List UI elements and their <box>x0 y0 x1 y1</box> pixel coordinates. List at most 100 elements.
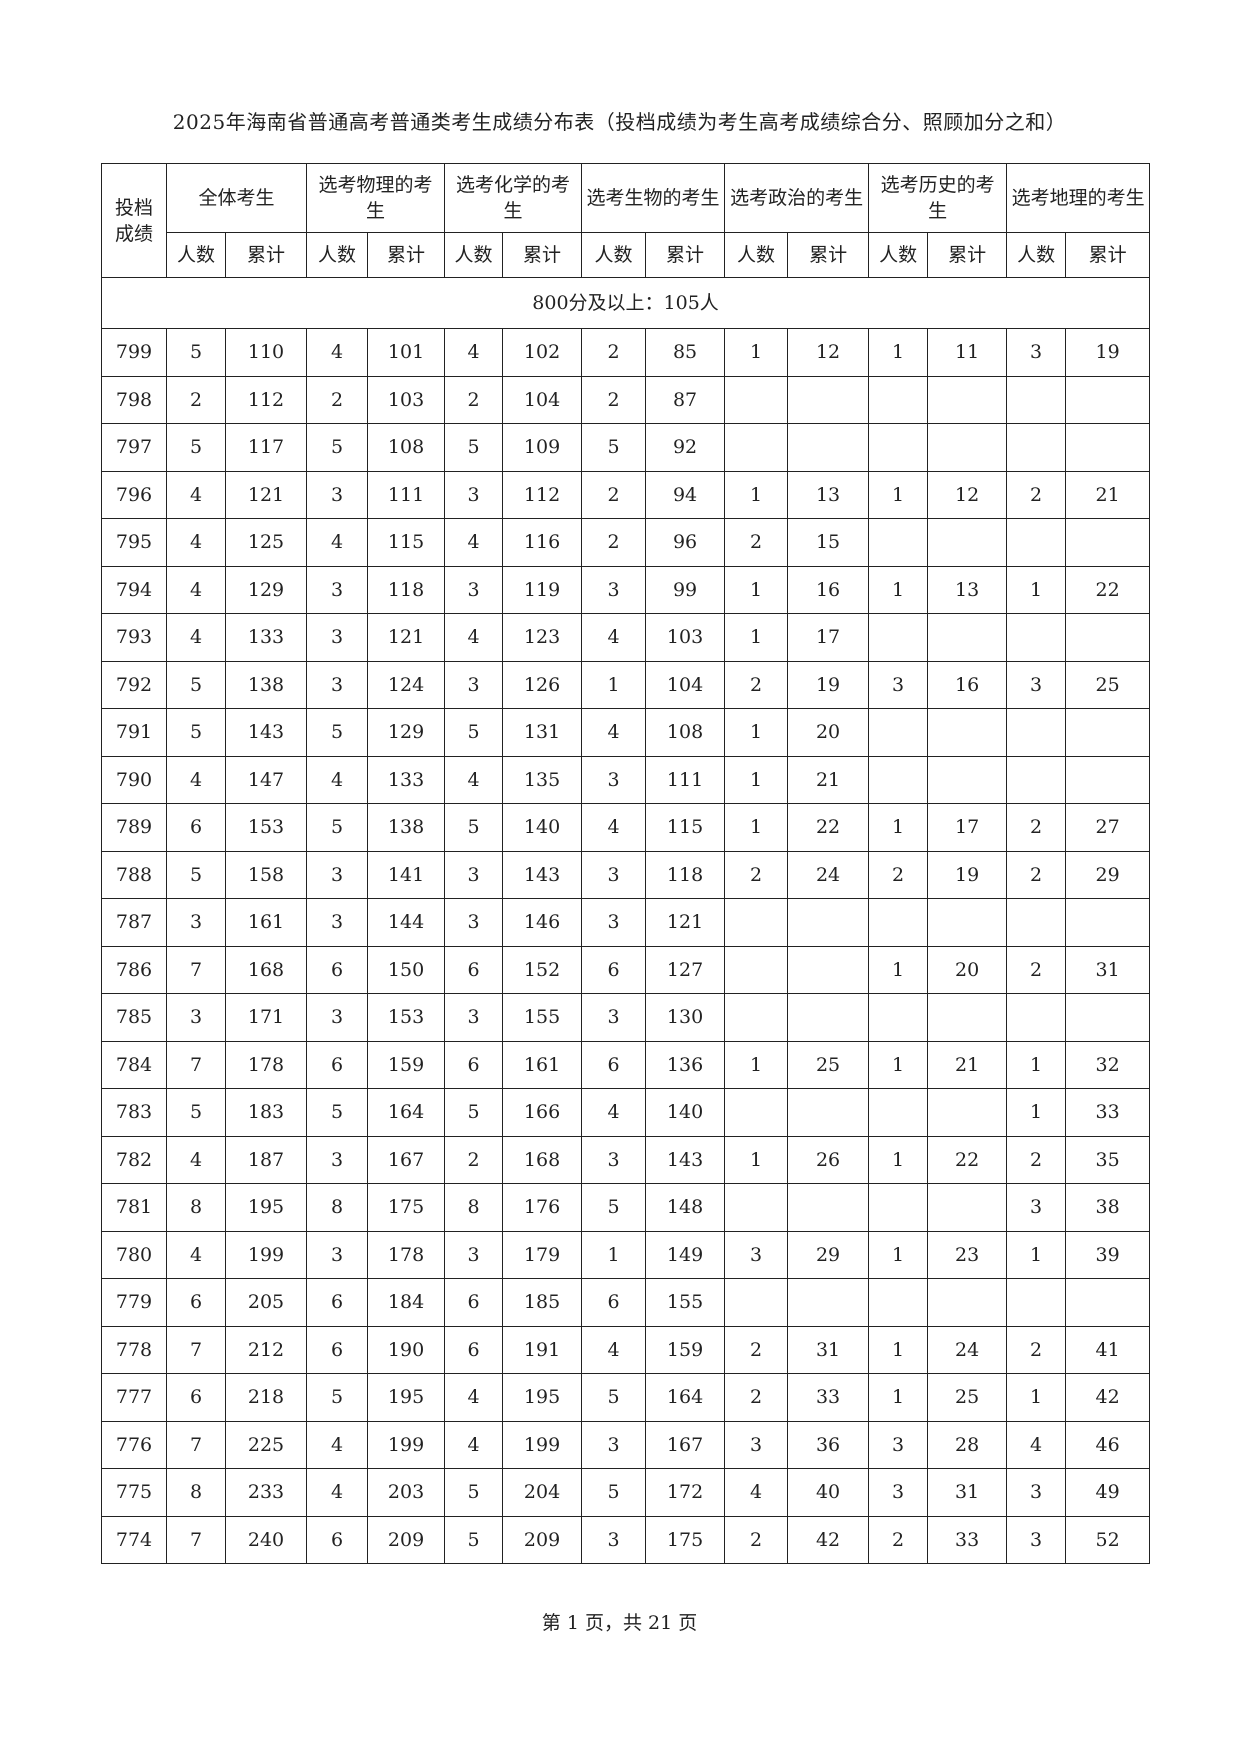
score-cell: 791 <box>101 708 167 757</box>
count-cell: 1 <box>724 328 789 377</box>
cumulative-cell: 176 <box>502 1183 583 1232</box>
score-cell: 796 <box>101 470 167 519</box>
cumulative-cell: 108 <box>645 708 726 757</box>
cumulative-cell: 36 <box>787 1420 870 1469</box>
count-cell: 4 <box>166 755 226 804</box>
cumulative-cell: 175 <box>645 1515 726 1564</box>
count-cell: 7 <box>166 1420 226 1469</box>
count-cell: 3 <box>581 1515 647 1564</box>
cumulative-cell: 209 <box>502 1515 583 1564</box>
count-cell: 4 <box>444 1373 504 1422</box>
cumulative-cell: 175 <box>367 1183 446 1232</box>
table-row: 797 5 117 5 108 5 109 5 92 <box>101 423 1151 472</box>
cumulative-cell: 225 <box>224 1420 308 1469</box>
count-cell: 4 <box>581 613 647 662</box>
cumulative-cell: 183 <box>224 1088 308 1137</box>
count-cell: 2 <box>724 660 789 709</box>
cumulative-cell <box>1065 423 1151 472</box>
cumulative-cell: 41 <box>1065 1325 1151 1374</box>
table-row: 791 5 143 5 129 5 131 4 108 1 20 <box>101 708 1151 757</box>
cumulative-cell: 15 <box>787 518 870 567</box>
table-row: 795 4 125 4 115 4 116 2 96 2 15 <box>101 518 1151 567</box>
score-cell: 780 <box>101 1230 167 1279</box>
cumulative-cell <box>1065 755 1151 804</box>
count-cell: 1 <box>868 565 929 614</box>
cumulative-cell: 147 <box>224 755 308 804</box>
count-cell: 2 <box>1006 803 1067 852</box>
count-cell: 3 <box>306 613 369 662</box>
table-row: 781 8 195 8 175 8 176 5 148 3 38 <box>101 1183 1151 1232</box>
count-cell: 1 <box>868 803 929 852</box>
cumulative-cell: 191 <box>502 1325 583 1374</box>
cumulative-cell: 159 <box>367 1040 446 1089</box>
cumulative-cell: 33 <box>1065 1088 1151 1137</box>
cumulative-cell <box>787 993 870 1042</box>
score-cell: 788 <box>101 850 167 899</box>
cumulative-cell: 209 <box>367 1515 446 1564</box>
count-cell: 4 <box>166 565 226 614</box>
count-cell: 8 <box>166 1183 226 1232</box>
cumulative-cell: 121 <box>367 613 446 662</box>
count-cell <box>724 1278 789 1327</box>
cumulative-cell: 136 <box>645 1040 726 1089</box>
cumulative-cell: 19 <box>1065 328 1151 377</box>
cumulative-cell: 138 <box>367 803 446 852</box>
score-cell: 789 <box>101 803 167 852</box>
count-cell: 2 <box>581 470 647 519</box>
count-cell: 5 <box>444 1515 504 1564</box>
count-cell: 1 <box>868 945 929 994</box>
count-cell: 2 <box>724 1373 789 1422</box>
count-cell: 5 <box>581 1183 647 1232</box>
cumulative-cell: 199 <box>502 1420 583 1469</box>
count-cell: 4 <box>444 1420 504 1469</box>
count-cell: 1 <box>1006 1230 1067 1279</box>
count-cell: 2 <box>306 375 369 424</box>
cumulative-cell: 167 <box>367 1135 446 1184</box>
cumulative-header: 累计 <box>927 232 1008 278</box>
count-cell: 2 <box>724 1325 789 1374</box>
cumulative-cell: 153 <box>367 993 446 1042</box>
cumulative-cell: 150 <box>367 945 446 994</box>
cumulative-cell: 141 <box>367 850 446 899</box>
count-cell: 2 <box>581 328 647 377</box>
count-cell: 6 <box>306 1040 369 1089</box>
cumulative-cell: 29 <box>1065 850 1151 899</box>
table-row: 793 4 133 3 121 4 123 4 103 1 17 <box>101 613 1151 662</box>
score-cell: 777 <box>101 1373 167 1422</box>
cumulative-cell: 240 <box>224 1515 308 1564</box>
cumulative-cell: 148 <box>645 1183 726 1232</box>
count-cell: 3 <box>724 1420 789 1469</box>
score-cell: 785 <box>101 993 167 1042</box>
count-cell: 7 <box>166 1515 226 1564</box>
cumulative-cell <box>1065 375 1151 424</box>
count-header: 人数 <box>166 232 226 278</box>
cumulative-cell <box>927 1278 1008 1327</box>
cumulative-cell: 159 <box>645 1325 726 1374</box>
cumulative-cell: 164 <box>367 1088 446 1137</box>
cumulative-cell: 38 <box>1065 1183 1151 1232</box>
count-cell: 6 <box>444 1325 504 1374</box>
cumulative-cell: 20 <box>927 945 1008 994</box>
cumulative-cell: 21 <box>927 1040 1008 1089</box>
cumulative-cell: 123 <box>502 613 583 662</box>
count-cell: 6 <box>306 1325 369 1374</box>
cumulative-cell: 158 <box>224 850 308 899</box>
count-cell: 7 <box>166 1040 226 1089</box>
cumulative-cell: 185 <box>502 1278 583 1327</box>
table-row: 775 8 233 4 203 5 204 5 172 4 40 3 31 3 49 <box>101 1468 1151 1517</box>
cumulative-cell: 118 <box>367 565 446 614</box>
count-cell <box>724 898 789 947</box>
table-row: 774 7 240 6 209 5 209 3 175 2 42 2 33 3 52 <box>101 1515 1151 1564</box>
table-row: 780 4 199 3 178 3 179 1 149 3 29 1 23 1 39 <box>101 1230 1151 1279</box>
table-row: 776 7 225 4 199 4 199 3 167 3 36 3 28 4 46 <box>101 1420 1151 1469</box>
count-cell: 2 <box>1006 1325 1067 1374</box>
cumulative-cell: 12 <box>927 470 1008 519</box>
cumulative-cell: 131 <box>502 708 583 757</box>
cumulative-cell: 110 <box>224 328 308 377</box>
count-cell: 4 <box>444 518 504 567</box>
table-row: 794 4 129 3 118 3 119 3 99 1 16 1 13 1 22 <box>101 565 1151 614</box>
cumulative-cell: 52 <box>1065 1515 1151 1564</box>
cumulative-cell: 13 <box>927 565 1008 614</box>
count-cell <box>724 375 789 424</box>
cumulative-cell: 168 <box>502 1135 583 1184</box>
